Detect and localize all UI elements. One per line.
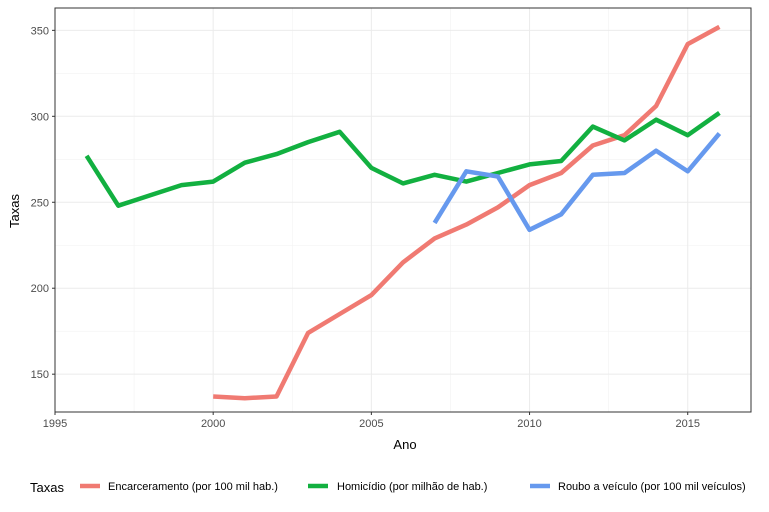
- x-tick-label: 2010: [517, 418, 541, 430]
- x-tick-label: 2005: [359, 418, 383, 430]
- series-line-0: [213, 24, 721, 401]
- y-tick-label: 350: [31, 25, 49, 37]
- y-tick-label: 150: [31, 369, 49, 381]
- x-tick-label: 2015: [675, 418, 699, 430]
- y-tick-label: 300: [31, 111, 49, 123]
- x-axis: 1995 2000 2005 2010 2015: [43, 412, 700, 430]
- y-tick-label: 250: [31, 197, 49, 209]
- legend-label-1: Homicídio (por milhão de hab.): [337, 481, 487, 493]
- minor-gridlines: [55, 8, 751, 412]
- plot-border: [54, 7, 752, 413]
- series-lines: [84, 24, 722, 401]
- series-line-2: [432, 132, 722, 233]
- legend-label-2: Roubo a veículo (por 100 mil veículos): [558, 481, 746, 493]
- series-line-1: [84, 111, 721, 208]
- y-axis-title: Taxas: [7, 194, 22, 228]
- x-tick-label: 2000: [201, 418, 225, 430]
- legend: Taxas Encarceramento (por 100 mil hab.) H…: [30, 480, 746, 495]
- legend-title: Taxas: [30, 480, 64, 495]
- y-axis: 150 200 250 300 350: [31, 25, 55, 381]
- x-axis-title: Ano: [393, 437, 416, 452]
- y-tick-label: 200: [31, 283, 49, 295]
- plot-panel: [55, 8, 751, 412]
- legend-label-0: Encarceramento (por 100 mil hab.): [108, 481, 278, 493]
- x-tick-label: 1995: [43, 418, 67, 430]
- major-gridlines: [54, 8, 751, 412]
